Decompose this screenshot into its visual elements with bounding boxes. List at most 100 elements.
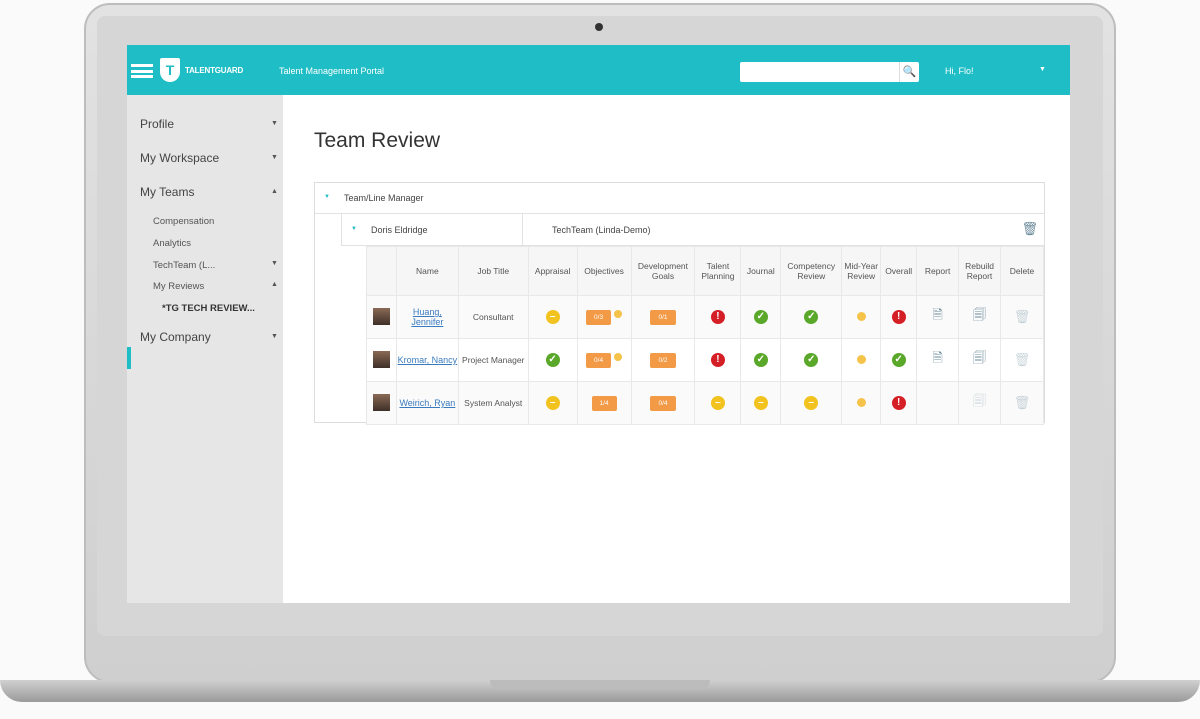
check-icon[interactable]: ✓ xyxy=(804,353,819,367)
delete-icon[interactable]: 🗑 xyxy=(1013,309,1031,324)
employee-name-link[interactable]: Weirich, Ryan xyxy=(399,398,456,408)
employee-name-link[interactable]: Huang, Jennifer xyxy=(411,307,444,327)
report-icon[interactable]: 🗎 xyxy=(932,307,943,322)
top-bar: T TALENTGUARD Talent Management Portal 🔍… xyxy=(127,45,1070,95)
sidebar-item-my-workspace[interactable]: My Workspace xyxy=(140,151,220,165)
user-greeting[interactable]: Hi, Flo! xyxy=(945,66,974,76)
sidebar-item-my-company[interactable]: My Company xyxy=(140,330,211,344)
portal-title[interactable]: Talent Management Portal xyxy=(279,66,385,76)
table-header: Name Job Title Appraisal Objectives Deve… xyxy=(366,246,1044,296)
sidebar: Profile ▼ My Workspace ▼ My Teams ▲ Compens… xyxy=(127,95,283,603)
group-row[interactable]: ▼ Team/Line Manager xyxy=(315,183,1044,214)
col-appraisal: Appraisal xyxy=(527,246,578,296)
in-progress-icon[interactable]: – xyxy=(545,396,560,410)
collapse-icon[interactable]: ▼ xyxy=(324,194,330,200)
rebuild-report-icon[interactable]: 🗐 xyxy=(973,350,987,365)
alert-icon[interactable]: ! xyxy=(891,396,906,410)
sidebar-item-compensation[interactable]: Compensation xyxy=(153,216,215,227)
in-progress-icon[interactable]: – xyxy=(753,396,768,410)
delete-icon[interactable]: 🗑 xyxy=(1013,395,1031,410)
job-title: System Analyst xyxy=(457,381,529,425)
col-delete: Delete xyxy=(1000,246,1044,296)
group-label: Team/Line Manager xyxy=(344,193,424,203)
check-icon[interactable]: ✓ xyxy=(753,310,768,324)
talentguard-logo-icon: T xyxy=(160,58,180,82)
flag-dot-icon xyxy=(614,309,623,318)
alert-icon[interactable]: ! xyxy=(891,310,906,324)
alert-icon[interactable]: ! xyxy=(710,353,725,367)
job-title: Project Manager xyxy=(457,338,529,382)
manager-row[interactable]: ▼ Doris Eldridge TechTeam (Linda-Demo) 🗑 xyxy=(341,214,1044,246)
rebuild-report-icon[interactable]: 🗐 xyxy=(973,393,987,408)
sidebar-item-techteam[interactable]: TechTeam (L... xyxy=(153,260,216,271)
screen: T TALENTGUARD Talent Management Portal 🔍… xyxy=(127,45,1070,603)
sidebar-item-tg-tech-review[interactable]: *TG TECH REVIEW... xyxy=(162,303,255,314)
dev-goals-badge[interactable]: 0/4 xyxy=(650,395,676,411)
alert-icon[interactable]: ! xyxy=(710,310,725,324)
avatar xyxy=(372,350,390,368)
sidebar-item-analytics[interactable]: Analytics xyxy=(153,238,192,249)
objectives-badge[interactable]: 0/3 xyxy=(586,309,612,325)
in-progress-icon[interactable]: – xyxy=(804,396,819,410)
laptop-base xyxy=(0,680,1200,702)
chevron-down-icon[interactable]: ▼ xyxy=(271,154,278,161)
team-name: TechTeam (Linda-Demo) xyxy=(552,225,651,235)
chevron-up-icon[interactable]: ▲ xyxy=(271,188,278,195)
table-row: Weirich, Ryan System Analyst – 1/4 0/4 –… xyxy=(366,381,1044,425)
table-row: Kromar, Nancy Project Manager ✓ 0/4 0/2 … xyxy=(366,338,1044,382)
report-icon[interactable]: 🗎 xyxy=(932,350,943,365)
col-overall: Overall xyxy=(880,246,918,296)
user-menu-caret-icon[interactable]: ▼ xyxy=(1039,66,1046,73)
col-talent-planning: Talent Planning xyxy=(694,246,742,296)
chevron-down-icon[interactable]: ▼ xyxy=(271,260,278,267)
col-mid-year-review: Mid-Year Review xyxy=(841,246,882,296)
chevron-down-icon[interactable]: ▼ xyxy=(271,120,278,127)
trash-icon[interactable]: 🗑 xyxy=(1021,221,1038,236)
employee-name-link[interactable]: Kromar, Nancy xyxy=(397,355,458,365)
chevron-up-icon[interactable]: ▲ xyxy=(271,281,278,288)
review-table: Name Job Title Appraisal Objectives Deve… xyxy=(366,246,1044,425)
brand-name: TALENTGUARD xyxy=(185,66,244,75)
avatar xyxy=(372,393,390,411)
selected-indicator xyxy=(127,347,131,369)
laptop-notch xyxy=(490,680,710,690)
check-icon[interactable]: ✓ xyxy=(891,353,906,367)
search-input[interactable]: 🔍 xyxy=(740,62,919,82)
flag-dot-icon xyxy=(614,352,623,361)
col-development-goals: Development Goals xyxy=(630,246,696,296)
dev-goals-badge[interactable]: 0/1 xyxy=(650,309,676,325)
sidebar-item-my-teams[interactable]: My Teams xyxy=(140,185,195,199)
col-journal: Journal xyxy=(740,246,782,296)
table-row: Huang, Jennifer Consultant – 0/3 0/1 ! ✓… xyxy=(366,295,1044,339)
check-icon[interactable]: ✓ xyxy=(753,353,768,367)
sidebar-item-profile[interactable]: Profile xyxy=(140,117,175,131)
rebuild-report-icon[interactable]: 🗐 xyxy=(973,307,987,322)
col-report: Report xyxy=(916,246,960,296)
pending-icon[interactable] xyxy=(856,354,866,364)
objectives-badge[interactable]: 1/4 xyxy=(591,395,617,411)
search-icon[interactable]: 🔍 xyxy=(899,62,919,82)
col-name: Name xyxy=(395,246,459,296)
manager-name: Doris Eldridge xyxy=(371,225,428,235)
in-progress-icon[interactable]: – xyxy=(710,396,725,410)
dev-goals-badge[interactable]: 0/2 xyxy=(650,352,676,368)
col-job-title: Job Title xyxy=(457,246,529,296)
col-competency-review: Competency Review xyxy=(780,246,843,296)
webcam xyxy=(595,23,603,31)
objectives-badge[interactable]: 0/4 xyxy=(586,352,612,368)
col-objectives: Objectives xyxy=(576,246,632,296)
col-rebuild-report: Rebuild Report xyxy=(958,246,1001,296)
sidebar-item-my-reviews[interactable]: My Reviews xyxy=(153,281,205,292)
chevron-down-icon[interactable]: ▼ xyxy=(271,333,278,340)
avatar xyxy=(372,307,390,325)
collapse-icon[interactable]: ▼ xyxy=(351,226,357,232)
delete-icon[interactable]: 🗑 xyxy=(1013,352,1031,367)
check-icon[interactable]: ✓ xyxy=(804,310,819,324)
in-progress-icon[interactable]: – xyxy=(545,310,560,324)
hamburger-menu-icon[interactable] xyxy=(131,64,153,78)
pending-icon[interactable] xyxy=(856,311,866,321)
check-icon[interactable]: ✓ xyxy=(545,353,560,367)
pending-icon[interactable] xyxy=(856,397,866,407)
page-title: Team Review xyxy=(314,129,441,152)
team-review-panel: ▼ Team/Line Manager ▼ Doris Eldridge Tec… xyxy=(314,182,1045,425)
